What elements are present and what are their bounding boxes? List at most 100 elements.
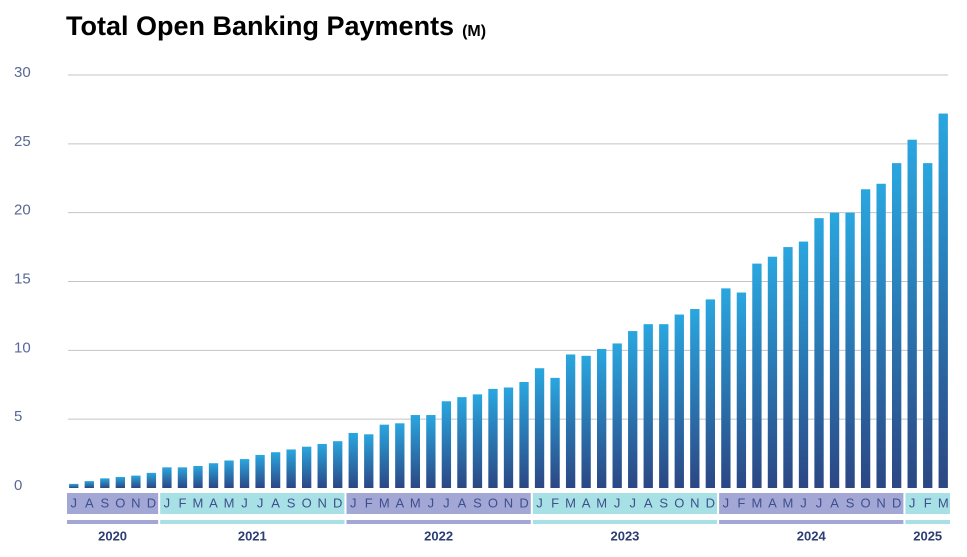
bar (907, 139, 917, 488)
year-label: 2021 (238, 528, 267, 543)
x-tick-label: F (737, 495, 745, 510)
x-tick-label: S (287, 495, 296, 510)
bar (270, 452, 281, 488)
bar (767, 256, 778, 488)
bar (612, 343, 622, 488)
x-tick-label: M (379, 495, 390, 510)
x-tick-label: J (71, 495, 78, 510)
y-tick-label: 5 (14, 408, 22, 425)
bar (84, 481, 94, 488)
bar (783, 247, 793, 488)
x-tick-label: F (365, 495, 373, 510)
x-tick-label: A (768, 495, 777, 510)
x-tick-label: J (816, 495, 823, 510)
bar (348, 432, 358, 488)
bar (845, 212, 855, 488)
bar (752, 263, 762, 488)
x-tick-label: M (410, 495, 421, 510)
x-tick-label: J (614, 495, 621, 510)
bar (628, 331, 638, 488)
x-tick-label: S (846, 495, 855, 510)
bar (798, 241, 809, 488)
y-tick-label: 0 (14, 477, 22, 494)
x-tick-label: J (443, 495, 450, 510)
bar (69, 483, 79, 488)
year-band (67, 520, 159, 524)
x-tick-label: D (892, 495, 901, 510)
x-tick-label: M (938, 495, 949, 510)
y-tick-label: 15 (14, 270, 31, 287)
year-label: 2022 (424, 528, 453, 543)
x-tick-label: J (164, 495, 171, 510)
bar (690, 309, 700, 488)
x-tick-label: M (596, 495, 607, 510)
year-band (719, 520, 904, 524)
x-tick-label: J (350, 495, 357, 510)
x-tick-label: F (924, 495, 932, 510)
x-tick-label: D (333, 495, 342, 510)
x-tick-label: J (629, 495, 636, 510)
x-tick-label: J (428, 495, 435, 510)
bar (146, 472, 157, 488)
bar (100, 478, 110, 488)
bar (457, 397, 467, 488)
year-band (905, 520, 950, 524)
x-tick-label: J (536, 495, 543, 510)
x-tick-label: N (317, 495, 326, 510)
year-label: 2024 (797, 528, 827, 543)
x-tick-label: M (224, 495, 235, 510)
bar (395, 423, 405, 488)
bar (892, 163, 902, 488)
x-tick-label: O (488, 495, 498, 510)
x-tick-label: A (395, 495, 404, 510)
bar (923, 163, 933, 488)
bar (472, 394, 483, 488)
bar (814, 218, 824, 488)
x-tick-label: S (100, 495, 109, 510)
x-tick-label: D (147, 495, 156, 510)
bar (503, 387, 514, 488)
x-tick-label: M (193, 495, 204, 510)
bar (115, 476, 125, 488)
x-tick-label: A (644, 495, 653, 510)
bar (410, 415, 420, 488)
x-tick-label: N (690, 495, 699, 510)
bar (208, 463, 219, 488)
bar (441, 401, 452, 488)
bar (364, 434, 374, 488)
x-tick-label: J (909, 495, 916, 510)
x-tick-label: M (783, 495, 794, 510)
bar (162, 467, 172, 488)
x-tick-label: D (706, 495, 715, 510)
month-band (719, 493, 904, 514)
x-tick-label: M (565, 495, 576, 510)
bar (643, 324, 653, 488)
y-tick-label: 10 (14, 339, 31, 356)
x-tick-label: N (504, 495, 513, 510)
bar (705, 299, 715, 488)
y-tick-label: 25 (14, 133, 31, 150)
x-tick-label: A (209, 495, 218, 510)
month-band (346, 493, 531, 514)
x-tick-label: A (458, 495, 467, 510)
bar (659, 324, 669, 488)
year-band (532, 520, 718, 524)
bar (193, 465, 203, 488)
bar (426, 415, 436, 488)
month-band (160, 493, 345, 514)
y-tick-label: 20 (14, 202, 31, 219)
bar (317, 443, 327, 488)
x-tick-label: A (582, 495, 591, 510)
bar (519, 381, 529, 488)
chart-title: Total Open Banking Payments (66, 11, 454, 41)
year-label: 2023 (610, 528, 639, 543)
bar (255, 454, 265, 488)
x-tick-label: F (178, 495, 186, 510)
x-tick-label: A (271, 495, 280, 510)
year-band (346, 520, 531, 524)
x-tick-label: M (751, 495, 762, 510)
bar (860, 189, 871, 488)
bar (938, 113, 948, 489)
